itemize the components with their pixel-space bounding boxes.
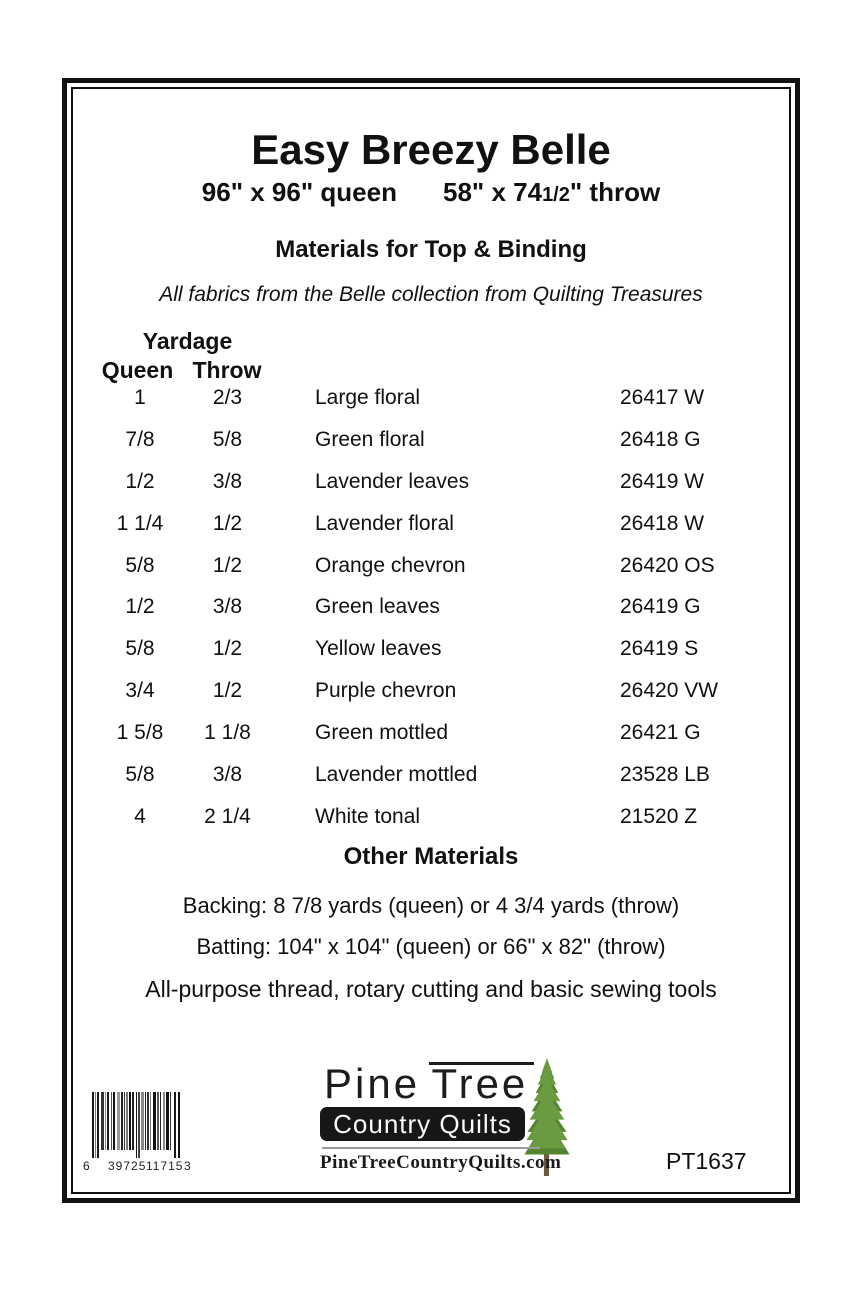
column-header-queen: Queen xyxy=(101,357,174,383)
size-line: 96" x 96" queen 58" x 741/2" throw xyxy=(0,177,862,208)
yardage-group-header: Yardage xyxy=(142,328,233,354)
throw-fraction: 1/2 xyxy=(542,184,570,206)
cell-fabric: Large floral xyxy=(315,385,421,409)
backing-line: Backing: 8 7/8 yards (queen) or 4 3/4 ya… xyxy=(182,893,680,918)
material-row: 5/8 3/8 Lavender mottled 23528 LB xyxy=(0,754,862,796)
outer-border xyxy=(62,78,800,1203)
throw-size: 58" x 741/2" throw xyxy=(442,177,661,207)
logo-box: Country Quilts xyxy=(320,1107,525,1141)
cell-code: 26419 W xyxy=(620,469,705,493)
material-row: 1 5/8 1 1/8 Green mottled 26421 G xyxy=(0,712,862,754)
cell-fabric: Orange chevron xyxy=(315,553,466,577)
batting-line: Batting: 104" x 104" (queen) or 66" x 82… xyxy=(196,934,666,959)
materials-table: 1 2/3 Large floral 26417 W 7/8 5/8 Green flora… xyxy=(0,377,862,838)
barcode-digit-right: 3 xyxy=(184,1159,191,1173)
cell-queen: 5/8 xyxy=(125,553,155,577)
cell-code: 26419 G xyxy=(620,595,701,619)
material-row: 5/8 1/2 Yellow leaves 26419 S xyxy=(0,628,862,670)
cell-throw: 3/8 xyxy=(212,595,243,619)
cell-code: 26421 G xyxy=(620,721,701,745)
cell-queen: 5/8 xyxy=(125,637,155,661)
cell-throw: 1/2 xyxy=(212,637,243,661)
cell-queen: 1 xyxy=(134,385,146,409)
barcode-digit-group1: 39725 xyxy=(108,1159,147,1173)
cell-queen: 1/2 xyxy=(125,595,155,619)
cell-throw: 5/8 xyxy=(212,427,243,451)
barcode-digit-left: 6 xyxy=(83,1159,90,1173)
cell-throw: 1 1/8 xyxy=(204,721,251,745)
cell-throw: 1/2 xyxy=(212,679,243,703)
logo-word-tree: Tree xyxy=(431,1060,529,1107)
pattern-number: PT1637 xyxy=(666,1148,747,1174)
barcode-bars xyxy=(92,1092,180,1158)
cell-queen: 4 xyxy=(134,804,146,828)
cell-fabric: Lavender floral xyxy=(315,511,454,535)
cell-queen: 3/4 xyxy=(125,679,155,703)
material-row: 1/2 3/8 Lavender leaves 26419 W xyxy=(0,461,862,503)
material-row: 4 2 1/4 White tonal 21520 Z xyxy=(0,796,862,838)
cell-queen: 7/8 xyxy=(125,427,155,451)
cell-code: 26420 VW xyxy=(620,679,719,703)
cell-code: 26420 OS xyxy=(620,553,715,577)
cell-throw: 3/8 xyxy=(212,469,243,493)
cell-throw: 1/2 xyxy=(212,553,243,577)
cell-queen: 1 1/4 xyxy=(116,511,164,535)
cell-throw: 3/8 xyxy=(212,762,243,786)
material-row: 1 1/4 1/2 Lavender floral 26418 W xyxy=(0,503,862,545)
cell-throw: 2/3 xyxy=(212,385,243,409)
notions-line: All-purpose thread, rotary cutting and b… xyxy=(145,976,717,1002)
cell-queen: 1/2 xyxy=(125,469,155,493)
upc-barcode: 6 39725 11715 3 xyxy=(83,1092,196,1178)
material-row: 1 2/3 Large floral 26417 W xyxy=(0,377,862,419)
material-row: 7/8 5/8 Green floral 26418 G xyxy=(0,419,862,461)
column-header-throw: Throw xyxy=(192,357,262,383)
cell-fabric: Lavender leaves xyxy=(315,469,470,493)
cell-fabric: Purple chevron xyxy=(315,679,457,703)
cell-queen: 1 5/8 xyxy=(116,721,164,745)
logo-website: PineTreeCountryQuilts.com xyxy=(320,1152,562,1173)
cell-code: 26419 S xyxy=(620,637,699,661)
material-row: 3/4 1/2 Purple chevron 26420 VW xyxy=(0,670,862,712)
cell-queen: 5/8 xyxy=(125,762,155,786)
cell-code: 21520 Z xyxy=(620,804,698,828)
cell-code: 26418 G xyxy=(620,427,701,451)
material-row: 5/8 1/2 Orange chevron 26420 OS xyxy=(0,545,862,587)
cell-fabric: Lavender mottled xyxy=(315,762,478,786)
cell-fabric: Green floral xyxy=(315,427,425,451)
cell-code: 26418 W xyxy=(620,511,705,535)
cell-code: 26417 W xyxy=(620,385,705,409)
materials-heading: Materials for Top & Binding xyxy=(275,236,587,263)
fabric-collection-note: All fabrics from the Belle collection fr… xyxy=(159,283,703,306)
cell-fabric: Green mottled xyxy=(315,721,449,745)
logo-subtitle: Country Quilts xyxy=(333,1108,512,1139)
cell-fabric: Green leaves xyxy=(315,595,440,619)
pattern-title: Easy Breezy Belle xyxy=(251,126,611,173)
cell-fabric: Yellow leaves xyxy=(315,637,442,661)
barcode-digit-group2: 11715 xyxy=(146,1159,184,1173)
cell-fabric: White tonal xyxy=(315,804,421,828)
material-row: 1/2 3/8 Green leaves 26419 G xyxy=(0,586,862,628)
cell-throw: 1/2 xyxy=(212,511,243,535)
other-materials-heading: Other Materials xyxy=(343,843,519,870)
pine-tree-country-quilts-logo: Pine Tree Country Quilts PineTr xyxy=(318,1058,578,1183)
logo-divider xyxy=(322,1147,540,1149)
cell-code: 23528 LB xyxy=(620,762,710,786)
inner-border xyxy=(71,87,791,1194)
cell-throw: 2 1/4 xyxy=(204,804,251,828)
pine-tree-icon xyxy=(524,1058,570,1176)
logo-wordmark: Pine Tree xyxy=(324,1060,529,1107)
queen-size: 96" x 96" queen xyxy=(201,177,397,207)
